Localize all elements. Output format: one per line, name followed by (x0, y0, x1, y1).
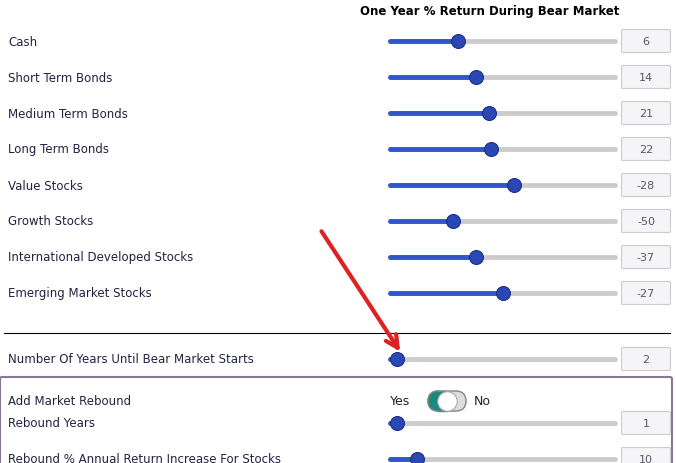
Text: Yes: Yes (390, 394, 410, 407)
Text: 21: 21 (639, 109, 653, 119)
Text: 14: 14 (639, 73, 653, 83)
FancyBboxPatch shape (621, 66, 671, 89)
Text: Value Stocks: Value Stocks (8, 179, 83, 192)
FancyBboxPatch shape (621, 138, 671, 161)
Text: 1: 1 (642, 418, 650, 428)
Text: 22: 22 (639, 144, 653, 155)
Text: Rebound % Annual Return Increase For Stocks: Rebound % Annual Return Increase For Sto… (8, 452, 281, 463)
FancyBboxPatch shape (621, 174, 671, 197)
Text: -28: -28 (637, 181, 655, 191)
FancyBboxPatch shape (621, 282, 671, 305)
FancyBboxPatch shape (0, 377, 672, 463)
FancyBboxPatch shape (621, 102, 671, 125)
Text: 6: 6 (642, 37, 650, 47)
Text: Cash: Cash (8, 36, 37, 49)
Wedge shape (428, 391, 438, 411)
Bar (447, 391, 456, 411)
FancyBboxPatch shape (621, 348, 671, 371)
FancyBboxPatch shape (621, 210, 671, 233)
Text: No: No (474, 394, 491, 407)
Text: Number Of Years Until Bear Market Starts: Number Of Years Until Bear Market Starts (8, 353, 254, 366)
Text: International Developed Stocks: International Developed Stocks (8, 251, 193, 264)
Text: Short Term Bonds: Short Term Bonds (8, 71, 112, 84)
Text: -27: -27 (637, 288, 655, 298)
Bar (438, 391, 447, 411)
Text: Long Term Bonds: Long Term Bonds (8, 143, 109, 156)
Text: 2: 2 (642, 354, 650, 364)
Text: One Year % Return During Bear Market: One Year % Return During Bear Market (360, 6, 619, 19)
FancyBboxPatch shape (621, 31, 671, 53)
Text: Add Market Rebound: Add Market Rebound (8, 394, 131, 407)
Text: -37: -37 (637, 252, 655, 263)
Text: Rebound Years: Rebound Years (8, 417, 95, 430)
FancyBboxPatch shape (621, 246, 671, 269)
FancyBboxPatch shape (621, 412, 671, 435)
Text: Growth Stocks: Growth Stocks (8, 215, 93, 228)
Text: -50: -50 (637, 217, 655, 226)
Text: 10: 10 (639, 454, 653, 463)
FancyBboxPatch shape (621, 448, 671, 463)
Wedge shape (456, 391, 466, 411)
Text: Emerging Market Stocks: Emerging Market Stocks (8, 287, 151, 300)
Text: Medium Term Bonds: Medium Term Bonds (8, 107, 128, 120)
